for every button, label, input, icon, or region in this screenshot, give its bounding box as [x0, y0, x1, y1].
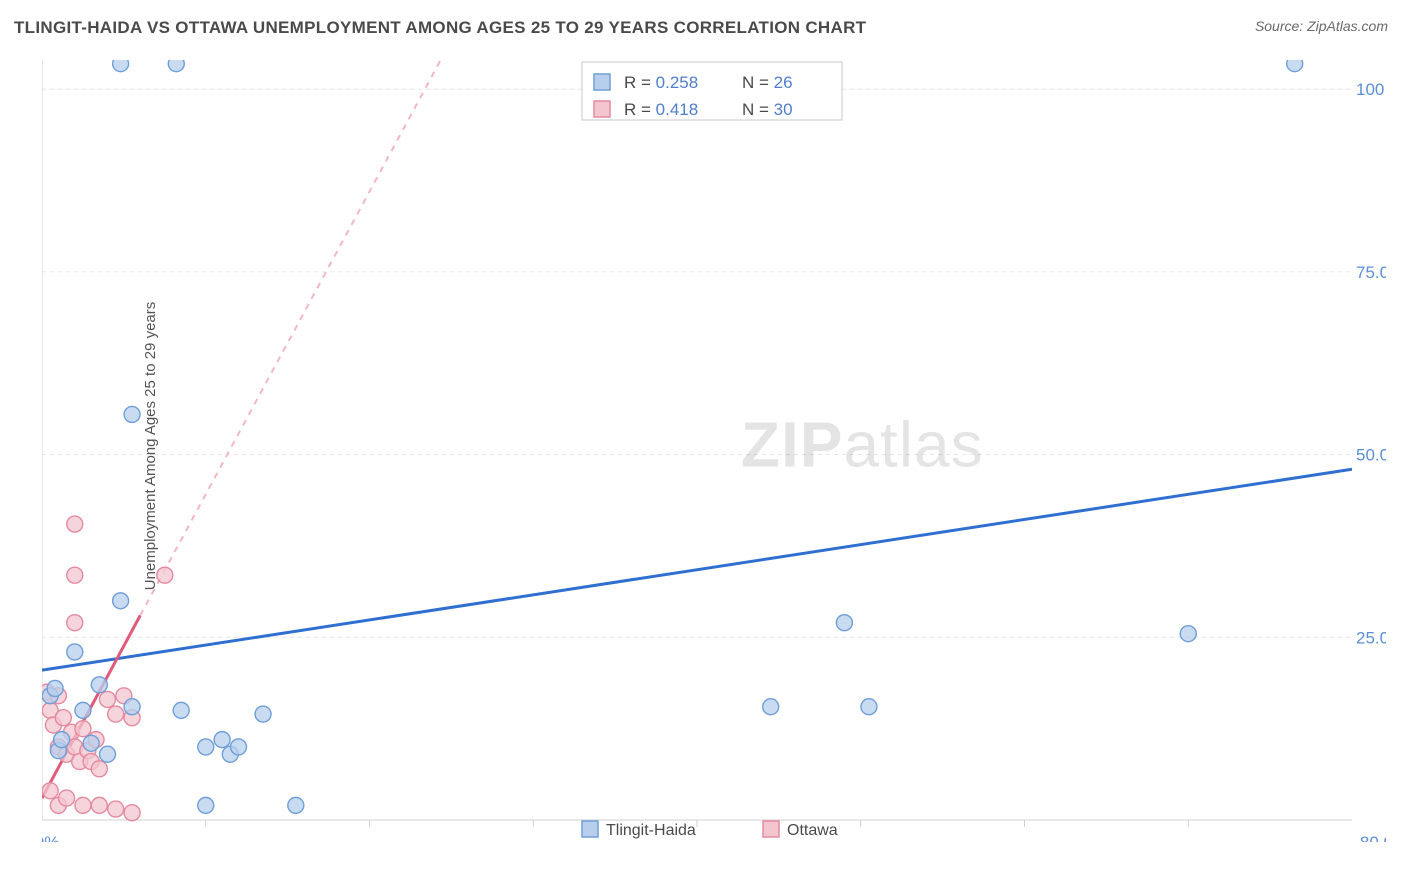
svg-text:N = 30: N = 30 [742, 100, 793, 119]
svg-text:ZIPatlas: ZIPatlas [741, 409, 984, 481]
data-point [54, 732, 70, 748]
data-point [124, 699, 140, 715]
data-point [836, 615, 852, 631]
data-point [67, 615, 83, 631]
data-point [108, 706, 124, 722]
data-point [113, 593, 129, 609]
scatter-chart: 25.0% 50.0% 75.0% 100.0% ZIPatlas R = 0.258 N … [42, 60, 1386, 842]
svg-text:R = 0.418: R = 0.418 [624, 100, 698, 119]
data-point [255, 706, 271, 722]
svg-text:R = 0.258: R = 0.258 [624, 73, 698, 92]
data-point [124, 805, 140, 821]
data-point [47, 680, 63, 696]
svg-text:0.0%: 0.0% [42, 833, 59, 842]
data-point [168, 60, 184, 72]
legend-swatch [763, 821, 779, 837]
stats-box [582, 62, 842, 120]
svg-text:75.0%: 75.0% [1356, 263, 1386, 282]
data-point [108, 801, 124, 817]
series-legend: Tlingit-Haida Ottawa [582, 821, 838, 839]
data-point [157, 567, 173, 583]
data-point [91, 761, 107, 777]
source-label: Source: ZipAtlas.com [1255, 18, 1388, 34]
svg-text:100.0%: 100.0% [1356, 80, 1386, 99]
data-point [100, 746, 116, 762]
data-point [42, 783, 58, 799]
legend-swatch [582, 821, 598, 837]
data-point [91, 797, 107, 813]
trend-line-tlingit-haida [42, 469, 1352, 670]
svg-text:50.0%: 50.0% [1356, 446, 1386, 465]
chart-title: TLINGIT-HAIDA VS OTTAWA UNEMPLOYMENT AMO… [14, 18, 866, 38]
data-point [1287, 60, 1303, 72]
data-point [91, 677, 107, 693]
data-point [100, 691, 116, 707]
data-point [67, 516, 83, 532]
data-point [231, 739, 247, 755]
data-point [75, 702, 91, 718]
data-point [763, 699, 779, 715]
data-point [59, 790, 75, 806]
data-point [55, 710, 71, 726]
data-point [1180, 626, 1196, 642]
data-point [67, 567, 83, 583]
svg-text:Tlingit-Haida: Tlingit-Haida [606, 822, 696, 839]
data-point [67, 644, 83, 660]
data-point [198, 797, 214, 813]
data-point [861, 699, 877, 715]
data-point [214, 732, 230, 748]
trend-line-ottawa-extrapolated [140, 60, 484, 615]
data-point [113, 60, 129, 72]
data-point [83, 735, 99, 751]
data-point [75, 797, 91, 813]
data-point [288, 797, 304, 813]
chart-container: { "title": "TLINGIT-HAIDA VS OTTAWA UNEM… [0, 0, 1406, 892]
data-point [173, 702, 189, 718]
legend-swatch [594, 74, 610, 90]
svg-text:N = 26: N = 26 [742, 73, 793, 92]
data-point [198, 739, 214, 755]
svg-text:80.0%: 80.0% [1360, 833, 1386, 842]
data-point [124, 406, 140, 422]
plot-area: 25.0% 50.0% 75.0% 100.0% ZIPatlas R = 0.258 N … [42, 60, 1386, 842]
svg-text:25.0%: 25.0% [1356, 628, 1386, 647]
svg-text:Ottawa: Ottawa [787, 822, 838, 839]
legend-swatch [594, 101, 610, 117]
data-point [75, 721, 91, 737]
